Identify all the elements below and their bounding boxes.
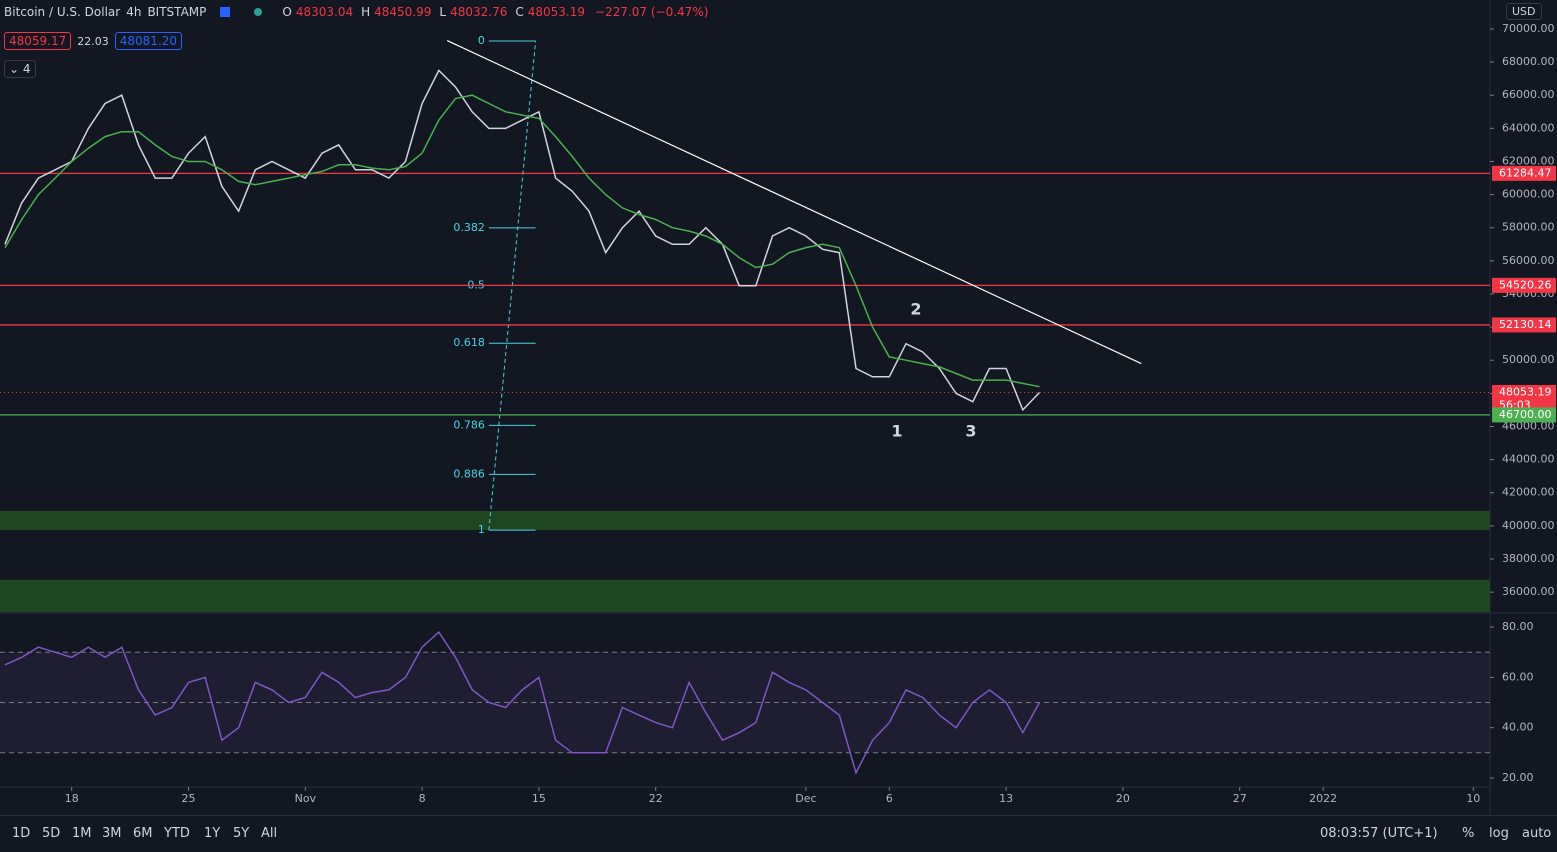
fib-label: 1 [478,523,485,536]
change: −227.07 (−0.47%) [595,5,709,19]
series-line [4,630,1041,775]
y-tick-label: 50000.00 [1502,353,1555,366]
x-tick-label: 15 [532,792,546,805]
price-level-box [1492,165,1556,181]
x-tick-label: 10 [1466,792,1480,805]
ohlc-key: L [439,5,447,19]
y-tick-label: 60.00 [1502,670,1534,683]
range-button[interactable]: 1M [72,826,92,841]
wave-label: 2 [910,300,921,319]
y-tick-label: 46000.00 [1502,419,1555,432]
ohlc-value: 48450.99 [374,5,432,19]
range-button[interactable]: YTD [164,826,190,841]
spread: 22.03 [77,34,109,48]
zone [0,579,1490,612]
price-level-label: 46700.00 [1499,408,1552,421]
exchange: BITSTAMP [147,5,207,19]
range-button[interactable]: 5Y [233,826,250,841]
pane [0,630,1490,775]
trendline [446,40,1142,365]
y-tick-label: 42000.00 [1502,486,1555,499]
y-tick-label: 44000.00 [1502,453,1555,466]
price-level-label: 54520.26 [1499,278,1552,291]
ohlc-key: O [282,5,292,19]
scale-option[interactable]: log [1489,826,1509,841]
x-tick-label: 22 [649,792,663,805]
range-button[interactable]: 1Y [204,826,221,841]
y-tick-label: 80.00 [1502,620,1534,633]
fib-label: 0.618 [453,336,485,349]
y-tick-label: 38000.00 [1502,552,1555,565]
rsi-band [0,652,1490,753]
series-line [4,94,1040,388]
x-tick-label: 25 [182,792,196,805]
x-tick-label: 18 [65,792,79,805]
interval: 4h [126,5,142,19]
price-level-box [1492,407,1556,423]
ohlc-key: H [361,5,371,19]
ohlc-value: 48032.76 [450,5,508,19]
fib-label: 0 [478,34,485,47]
fib-label: 0.786 [453,418,485,431]
y-tick-label: 68000.00 [1502,55,1555,68]
fib-label: 0.886 [453,467,485,480]
ohlc-value: 48053.19 [527,5,585,19]
price-level-box [1492,317,1556,333]
x-tick-label: 20 [1116,792,1130,805]
range-button[interactable]: 6M [133,826,153,841]
price-level-label: 48053.19 [1499,385,1552,398]
y-tick-label: 56000.00 [1502,254,1555,267]
chart: 00.3820.50.6180.7860.886136000.0038000.0… [0,0,1557,815]
ohlc-key: C [515,5,524,19]
y-tick-label: 58000.00 [1502,221,1555,234]
ohlc-value: 48303.04 [295,5,354,19]
y-tick-label: 20.00 [1502,771,1534,784]
clock: 08:03:57 (UTC+1) [1320,826,1438,841]
scale-option[interactable]: auto [1522,826,1552,841]
toolbar: 08:03:57 (UTC+1) 1D 5D 1M 3M 6M YTD 1Y 5Y All% lo… [0,815,1557,852]
y-tick-label: 66000.00 [1502,88,1555,101]
fib-label: 0.382 [453,221,485,234]
scale-option[interactable]: % [1462,826,1475,841]
y-tick-label: 60000.00 [1502,188,1555,201]
x-tick-label: 2022 [1309,792,1337,805]
y-tick-label: 62000.00 [1502,154,1555,167]
indicator-row: ⌄ 4 [4,60,36,78]
x-tick-label: 27 [1233,792,1247,805]
price-level-label: 61284.47 [1499,166,1552,179]
range-button[interactable]: 1D [12,826,31,841]
range-button[interactable]: 3M [102,826,122,841]
wave-label: 3 [965,422,976,441]
indicators-toggle[interactable]: ⌄ 4 [4,60,36,78]
series-line [4,69,1041,412]
y-tick-label: 36000.00 [1502,585,1555,598]
x-tick-label: 8 [419,792,426,805]
zone [0,510,1490,531]
range-button[interactable]: 5D [42,826,61,841]
x-tick-label: Nov [295,792,317,805]
currency[interactable]: USD [1506,3,1542,20]
bid[interactable]: 48059.17 [4,32,72,50]
x-tick-label: 13 [999,792,1013,805]
ohlc: O 48303.04 H 48450.99 L 48032.76 C 48053.19 [282,5,589,19]
y-tick-label: 40.00 [1502,721,1534,734]
x-tick-label: Dec [795,792,816,805]
ask[interactable]: 48081.20 [114,32,183,50]
header: Bitcoin / U.S. Dollar 4h BITSTAMP O 48303… [4,5,708,19]
symbol: Bitcoin / U.S. Dollar [4,5,121,19]
y-tick-label: 70000.00 [1502,22,1555,35]
price-level-label: 52130.14 [1499,318,1552,331]
y-tick-label: 40000.00 [1502,519,1555,532]
quote-row: 48059.17 22.03 48081.20 [4,32,183,50]
indicator-count: 4 [22,62,31,76]
range-button[interactable]: All [261,826,278,841]
status-dot [254,8,263,16]
flag-icon[interactable] [220,7,231,17]
y-tick-label: 64000.00 [1502,121,1555,134]
x-tick-label: 6 [886,792,893,805]
wave-label: 1 [891,422,902,441]
price-level-box [1492,277,1556,293]
